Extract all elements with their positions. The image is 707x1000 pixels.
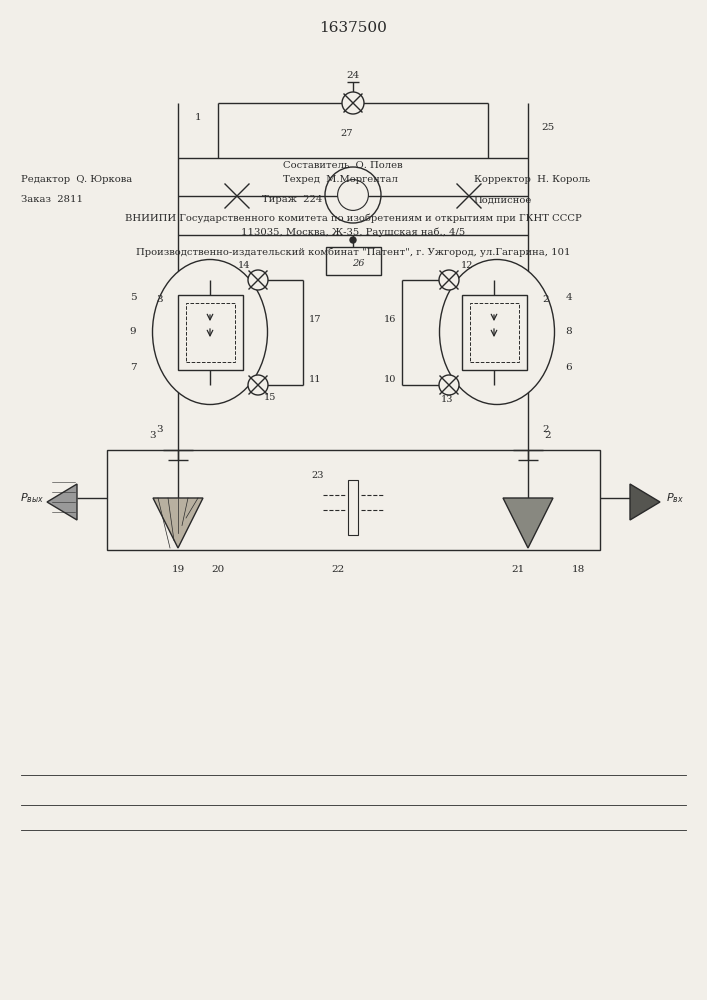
Text: 22: 22 [332, 566, 344, 574]
Text: 2: 2 [543, 426, 549, 434]
Text: 26: 26 [352, 258, 364, 267]
Text: 3: 3 [150, 430, 156, 440]
Circle shape [342, 92, 364, 114]
Text: 1637500: 1637500 [319, 21, 387, 35]
Text: 27: 27 [341, 128, 353, 137]
Text: 7: 7 [129, 362, 136, 371]
Text: 3: 3 [157, 426, 163, 434]
Text: 23: 23 [312, 471, 325, 480]
Bar [326, 247, 381, 275]
Text: 9: 9 [129, 328, 136, 336]
Text: 18: 18 [571, 566, 585, 574]
Text: Подписное: Подписное [474, 196, 532, 205]
Text: 12: 12 [461, 261, 473, 270]
Text: $P_{вых}$: $P_{вых}$ [20, 491, 44, 505]
Circle shape [439, 375, 459, 395]
Text: Производственно-издательский комбинат "Патент", г. Ужгород, ул.Гагарина, 101: Производственно-издательский комбинат "П… [136, 247, 571, 257]
Text: ВНИИПИ Государственного комитета по изобретениям и открытиям при ГКНТ СССР: ВНИИПИ Государственного комитета по изоб… [125, 213, 582, 223]
Bar [178, 158, 528, 235]
Text: 3: 3 [157, 296, 163, 304]
Text: 13: 13 [440, 394, 453, 403]
Text: 11: 11 [309, 375, 321, 384]
Text: Тираж  224: Тираж 224 [262, 196, 322, 205]
Text: 10: 10 [384, 375, 396, 384]
Text: Техред  М.Моргентал: Техред М.Моргентал [283, 176, 397, 184]
Bar [107, 450, 600, 550]
Text: Заказ  2811: Заказ 2811 [21, 196, 83, 205]
Text: 4: 4 [566, 292, 572, 302]
Text: 19: 19 [171, 566, 185, 574]
Circle shape [248, 375, 268, 395]
Bar [348, 480, 358, 535]
Text: 16: 16 [384, 316, 396, 324]
Ellipse shape [153, 259, 267, 404]
Circle shape [248, 270, 268, 290]
Text: 8: 8 [566, 328, 572, 336]
Text: 1: 1 [194, 113, 201, 122]
Ellipse shape [440, 259, 554, 404]
Text: 25: 25 [542, 123, 554, 132]
Polygon shape [47, 484, 77, 520]
Text: 113035, Москва, Ж-35, Раушская наб., 4/5: 113035, Москва, Ж-35, Раушская наб., 4/5 [241, 227, 466, 237]
Circle shape [325, 167, 381, 223]
Text: 24: 24 [346, 70, 360, 80]
Text: 20: 20 [211, 566, 225, 574]
Circle shape [338, 180, 368, 210]
Text: Корректор  Н. Король: Корректор Н. Король [474, 176, 590, 184]
Circle shape [350, 237, 356, 243]
Bar [462, 295, 527, 370]
Text: Редактор  Q. Юркова: Редактор Q. Юркова [21, 176, 132, 184]
Polygon shape [503, 498, 553, 548]
Circle shape [439, 270, 459, 290]
Bar [178, 295, 243, 370]
Text: Составитель  О. Полев: Составитель О. Полев [283, 160, 402, 169]
Bar [186, 303, 235, 362]
Text: 21: 21 [511, 566, 525, 574]
Text: 6: 6 [566, 362, 572, 371]
Text: 14: 14 [238, 261, 250, 270]
Bar [470, 303, 519, 362]
Text: 2: 2 [544, 430, 551, 440]
Text: $P_{вх}$: $P_{вх}$ [666, 491, 684, 505]
Polygon shape [630, 484, 660, 520]
Text: 2: 2 [543, 296, 549, 304]
Polygon shape [153, 498, 203, 548]
Text: 5: 5 [129, 292, 136, 302]
Text: 15: 15 [264, 392, 276, 401]
Text: 17: 17 [309, 316, 321, 324]
